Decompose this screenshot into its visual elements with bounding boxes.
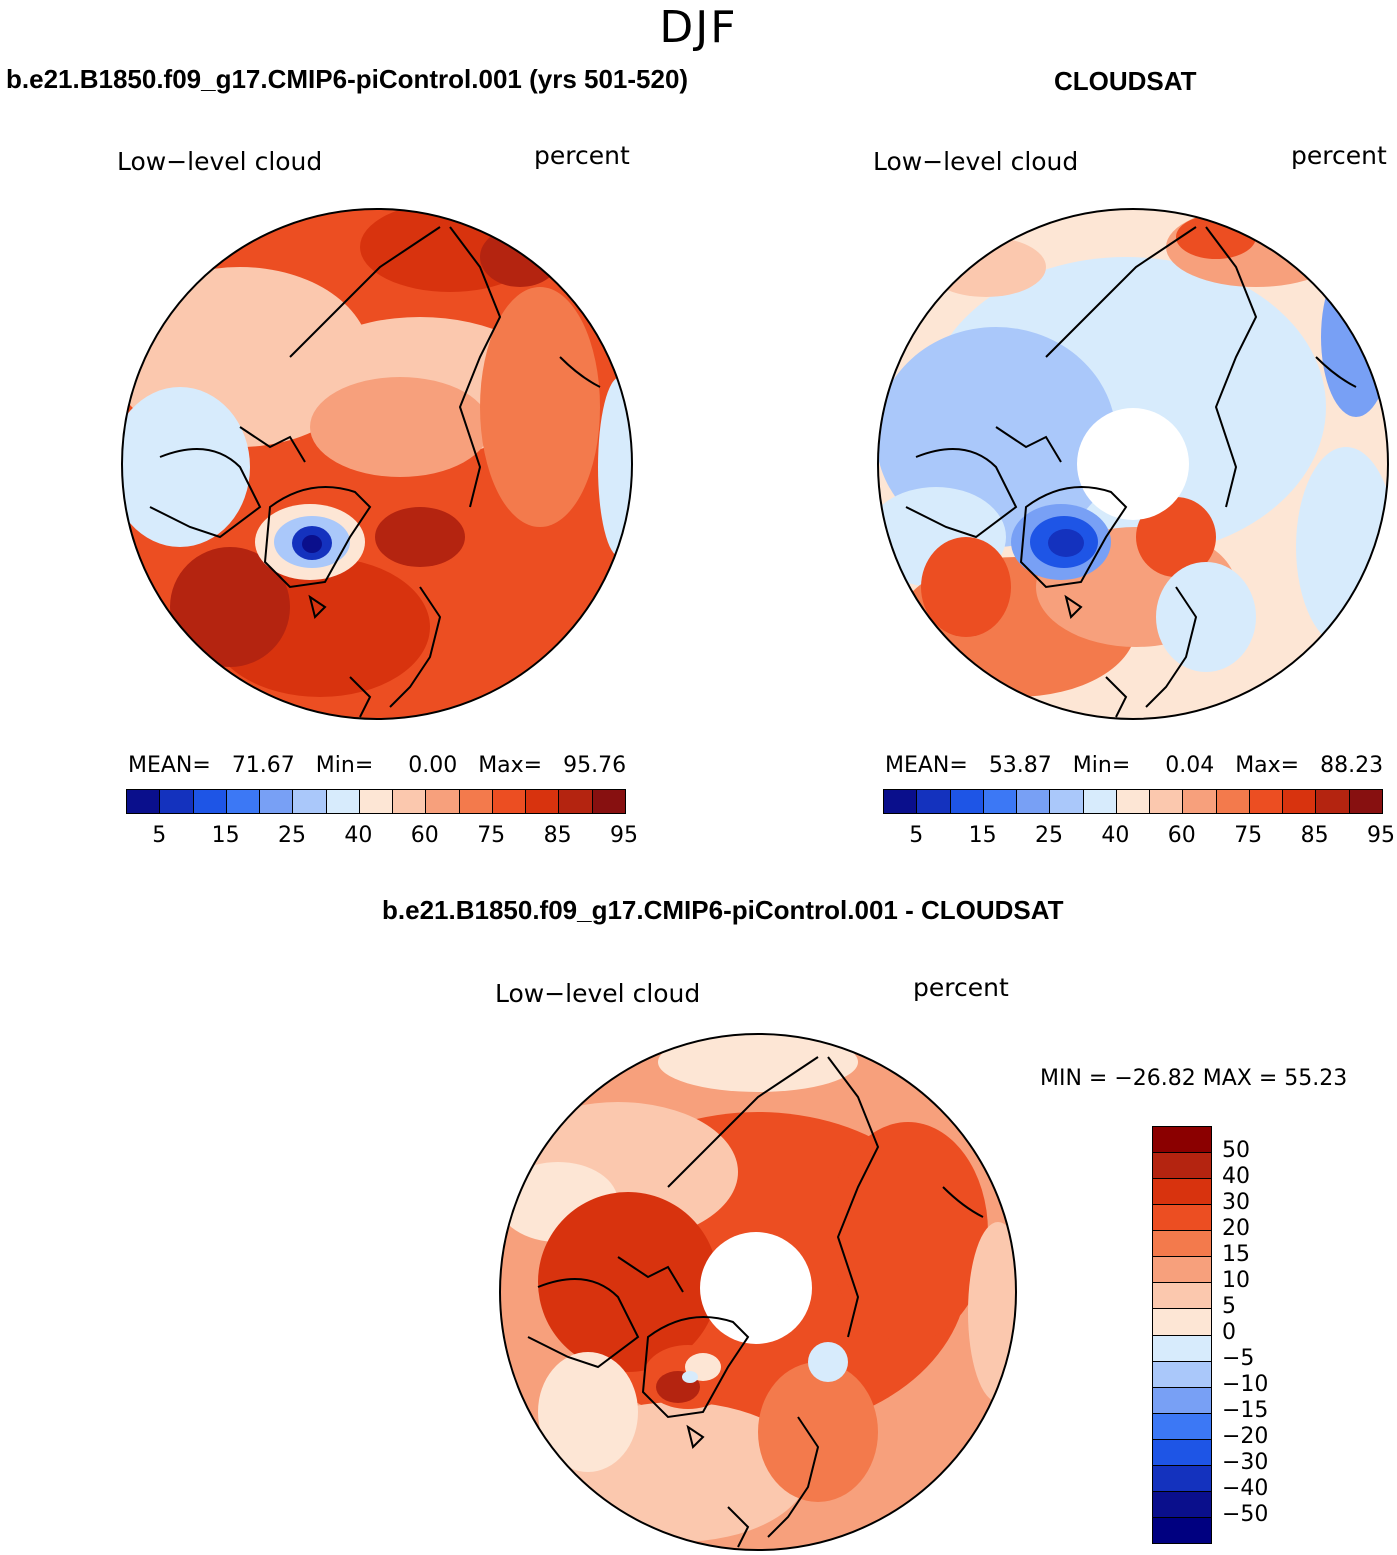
panel1-colorbar-swatch [260, 790, 294, 813]
panel2-colorbar-tick-label: 60 [1167, 823, 1196, 848]
panel1-colorbar-tick-label: 5 [152, 823, 167, 848]
panel2-colorbar-swatch [950, 790, 984, 813]
panel3-colorbar-swatch [1153, 1517, 1211, 1543]
panel3-colorbar-swatch [1153, 1153, 1211, 1180]
panel1-colorbar [126, 789, 626, 814]
panel3-colorbar-swatch [1153, 1439, 1211, 1466]
panel3-colorbar-tick-label: 50 [1222, 1138, 1250, 1163]
panel1-colorbar-swatch [393, 790, 427, 813]
panel2-colorbar-tick-label: 75 [1234, 823, 1263, 848]
panel1-colorbar-swatch [359, 790, 394, 813]
panel3-colorbar-tick-label: 10 [1222, 1268, 1250, 1293]
panel2-colorbar-tick-label: 40 [1101, 823, 1130, 848]
panel3-colorbar-swatch [1153, 1231, 1211, 1258]
panel3-colorbar-swatch [1153, 1283, 1211, 1310]
panel3-variable: Low−level cloud [495, 979, 701, 1008]
panel3-colorbar-swatch [1153, 1491, 1211, 1518]
panel1-map [121, 208, 633, 720]
panel3-colorbar-swatch [1153, 1127, 1211, 1154]
panel1-colorbar-swatch [127, 790, 161, 813]
panel3-colorbar-tick-label: 40 [1222, 1164, 1250, 1189]
panel1-colorbar-tick-label: 15 [211, 823, 240, 848]
panel1-colorbar-tick-label: 40 [344, 823, 373, 848]
panel1-colorbar-swatch [226, 790, 261, 813]
panel3-colorbar-swatch [1153, 1335, 1211, 1362]
panel3-colorbar-tick-label: −30 [1222, 1450, 1269, 1475]
panel2-colorbar-swatch [917, 790, 951, 813]
panel1-colorbar-tick-label: 75 [477, 823, 506, 848]
panel2-colorbar-swatch [1349, 790, 1382, 813]
panel2-colorbar-swatch [1150, 790, 1184, 813]
panel3-colorbar-tick-label: 5 [1222, 1294, 1236, 1319]
panel2-colorbar-swatch [1050, 790, 1084, 813]
panel1-units: percent [534, 141, 630, 170]
panel3-colorbar-tick-label: −5 [1222, 1346, 1255, 1371]
panel1-colorbar-tick-label: 95 [610, 823, 638, 848]
panel2-stats: MEAN= 53.87 Min= 0.04 Max= 88.23 [885, 753, 1384, 778]
panel2-colorbar-swatch [1249, 790, 1284, 813]
panel2-variable: Low−level cloud [873, 147, 1079, 176]
panel2-colorbar-tick-label: 15 [968, 823, 997, 848]
panel1-colorbar-swatch [160, 790, 194, 813]
panel3-colorbar-swatch [1153, 1205, 1211, 1232]
panel1-stats: MEAN= 71.67 Min= 0.00 Max= 95.76 [128, 753, 627, 778]
panel3-colorbar-swatch [1153, 1309, 1211, 1336]
panel2-map [877, 208, 1389, 720]
panel1-variable: Low−level cloud [117, 147, 323, 176]
panel3-colorbar-swatch [1153, 1257, 1211, 1284]
panel3-units: percent [913, 973, 1009, 1002]
panel2-colorbar-swatch [1183, 790, 1217, 813]
panel2-colorbar-swatch [1283, 790, 1317, 813]
panel3-colorbar-tick-label: 20 [1222, 1216, 1250, 1241]
panel1-colorbar-swatch [592, 790, 625, 813]
panel1-colorbar-swatch [293, 790, 327, 813]
panel3-colorbar-swatch [1153, 1179, 1211, 1206]
panel3-colorbar-tick-label: −20 [1222, 1424, 1269, 1449]
panel2-colorbar-swatch [1083, 790, 1117, 813]
panel2-colorbar-swatch [983, 790, 1018, 813]
panel3-colorbar-tick-label: 0 [1222, 1320, 1236, 1345]
panel1-title: b.e21.B1850.f09_g17.CMIP6-piControl.001 … [6, 64, 689, 94]
panel2-units: percent [1291, 141, 1387, 170]
panel1-colorbar-swatch [459, 790, 493, 813]
panel2-colorbar-swatch [1017, 790, 1051, 813]
panel3-colorbar-tick-label: −10 [1222, 1372, 1269, 1397]
panel2-title: CLOUDSAT [1054, 66, 1197, 96]
panel2-colorbar-swatch [1216, 790, 1250, 813]
panel2-colorbar [883, 789, 1383, 814]
panel2-colorbar-swatch [1116, 790, 1151, 813]
panel1-colorbar-tick-label: 85 [543, 823, 572, 848]
panel3-colorbar-swatch [1153, 1413, 1211, 1440]
panel2-colorbar-swatch [1316, 790, 1350, 813]
panel3-title: b.e21.B1850.f09_g17.CMIP6-piControl.001 … [382, 895, 1064, 925]
season-title: DJF [659, 2, 738, 53]
panel1-colorbar-tick-label: 60 [410, 823, 439, 848]
panel3-colorbar-tick-label: 30 [1222, 1190, 1250, 1215]
panel1-colorbar-swatch [426, 790, 460, 813]
panel3-colorbar-swatch [1153, 1387, 1211, 1414]
panel2-colorbar-tick-label: 5 [909, 823, 924, 848]
panel3-stats: MIN = −26.82 MAX = 55.23 [1040, 1066, 1348, 1091]
panel1-colorbar-tick-label: 25 [278, 823, 306, 848]
panel2-colorbar-tick-label: 25 [1035, 823, 1063, 848]
panel3-map [499, 1033, 1017, 1551]
panel3-colorbar [1152, 1126, 1212, 1544]
panel3-colorbar-tick-label: 15 [1222, 1242, 1250, 1267]
panel3-colorbar-tick-label: −50 [1222, 1502, 1269, 1527]
panel3-colorbar-tick-label: −15 [1222, 1398, 1269, 1423]
panel1-colorbar-swatch [193, 790, 227, 813]
panel1-colorbar-swatch [326, 790, 360, 813]
panel1-colorbar-swatch [559, 790, 593, 813]
panel3-colorbar-swatch [1153, 1465, 1211, 1492]
panel1-colorbar-swatch [526, 790, 560, 813]
panel3-colorbar-swatch [1153, 1361, 1211, 1388]
panel2-colorbar-tick-label: 85 [1300, 823, 1329, 848]
panel1-colorbar-swatch [492, 790, 527, 813]
panel2-colorbar-swatch [884, 790, 918, 813]
panel2-colorbar-tick-label: 95 [1367, 823, 1395, 848]
panel3-colorbar-tick-label: −40 [1222, 1476, 1269, 1501]
